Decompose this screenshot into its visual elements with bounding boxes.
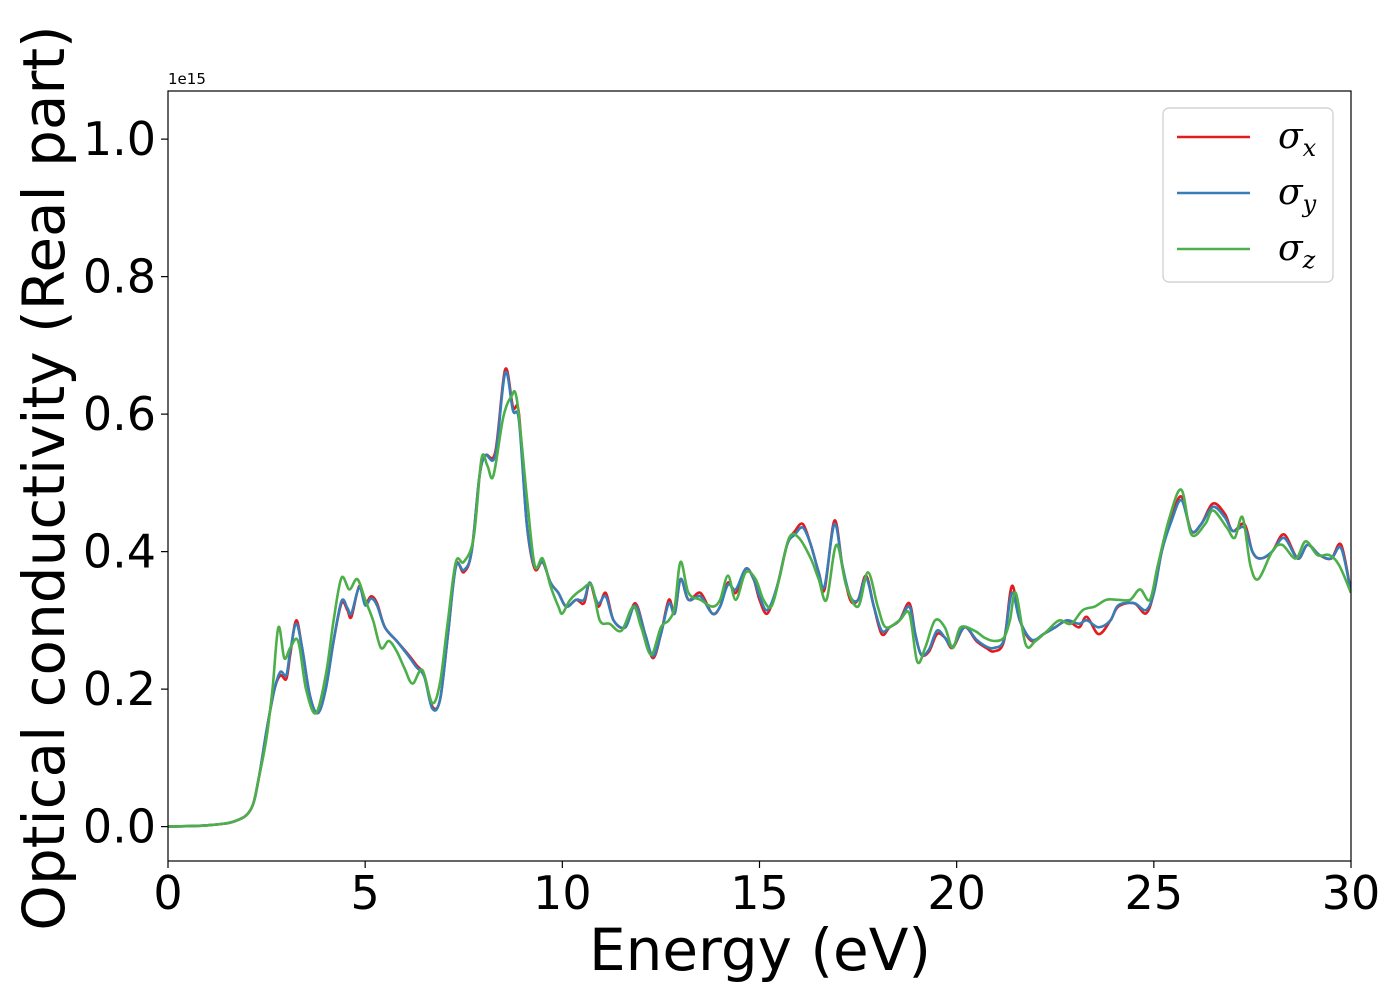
x-tick-label: 10 <box>533 866 592 920</box>
legend: σx σy σz <box>1162 107 1334 283</box>
series-line-y <box>168 370 1351 828</box>
x-tick-label: 15 <box>730 866 789 920</box>
legend-label-z: σz <box>1278 228 1316 274</box>
y-tick-label: 0.2 <box>83 662 156 716</box>
y-tick-label: 0.6 <box>83 387 156 441</box>
series-line-z <box>168 389 1351 828</box>
y-tick-label: 1.0 <box>83 112 156 166</box>
legend-box <box>1162 107 1334 283</box>
x-tick-label: 30 <box>1322 866 1381 920</box>
y-tick-label: 0.8 <box>83 250 156 304</box>
series-group <box>168 367 1351 828</box>
x-tick-label: 20 <box>927 866 986 920</box>
y-axis: 0.0 0.2 0.4 0.6 0.8 1.0 <box>83 112 168 854</box>
x-axis: 0 5 10 15 20 25 30 <box>153 861 1380 920</box>
x-tick-label: 0 <box>153 866 182 920</box>
legend-label-x: σx <box>1278 116 1317 162</box>
x-tick-label: 5 <box>351 866 380 920</box>
y-tick-label: 0.4 <box>83 525 156 579</box>
x-axis-label: Energy (eV) <box>589 916 931 984</box>
x-tick-label: 25 <box>1125 866 1184 920</box>
y-tick-label: 0.0 <box>83 800 156 854</box>
y-axis-label: Optical conductivity (Real part) <box>10 25 78 930</box>
legend-label-y: σy <box>1278 172 1317 218</box>
y-offset-label: 1e15 <box>168 70 206 88</box>
